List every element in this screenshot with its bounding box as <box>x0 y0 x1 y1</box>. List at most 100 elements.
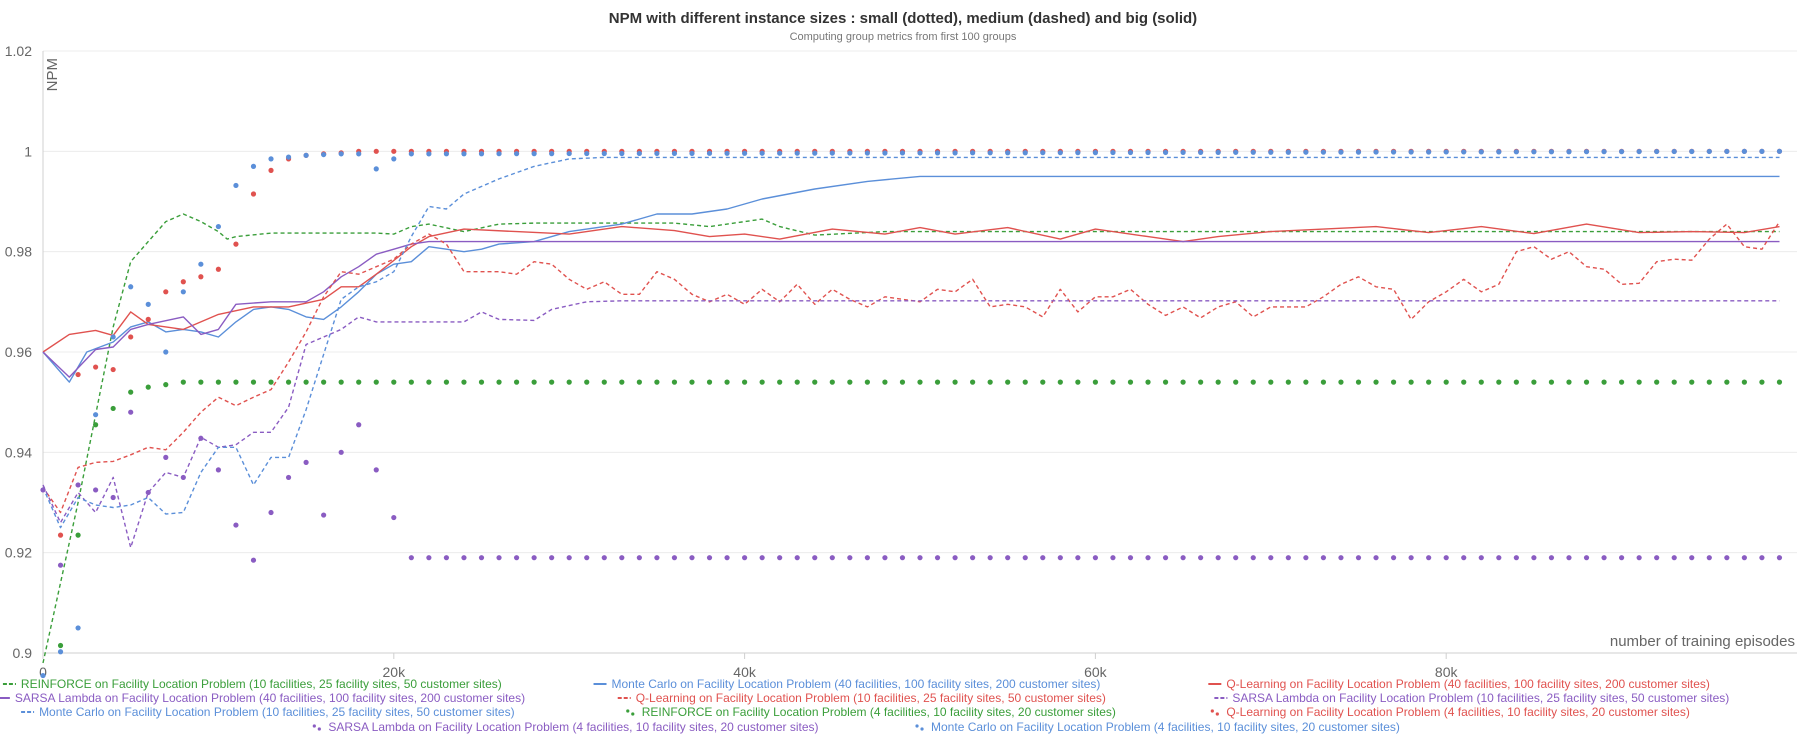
data-point <box>1320 149 1327 155</box>
data-point <box>321 512 327 518</box>
data-point <box>426 555 432 561</box>
data-point <box>1601 555 1607 561</box>
data-point <box>285 154 292 160</box>
data-point <box>1601 379 1607 385</box>
data-point <box>513 555 520 561</box>
data-point <box>145 384 151 390</box>
data-point <box>268 156 274 162</box>
series-5 <box>42 300 1780 549</box>
legend-item[interactable]: Q-Learning on Facility Location Problem … <box>1208 677 1710 691</box>
data-point <box>1320 379 1327 385</box>
data-point <box>1180 379 1186 385</box>
data-point <box>285 474 292 481</box>
series-3 <box>42 240 1780 378</box>
data-point <box>338 379 344 385</box>
data-point <box>601 555 607 561</box>
grid <box>43 50 1797 654</box>
y-tick-label: 0.9 <box>13 645 33 661</box>
data-point <box>1636 148 1642 155</box>
data-point <box>1706 148 1712 155</box>
data-point <box>531 555 537 561</box>
data-point <box>303 459 309 465</box>
data-point <box>601 150 607 157</box>
axes: 0.9 0.92 0.94 0.96 0.98 1 1.02 0 20k 40k 60k 80k <box>5 43 1797 680</box>
data-point <box>145 489 151 496</box>
x-tick-label: 20k <box>383 664 407 680</box>
data-point <box>671 150 678 156</box>
data-point <box>1566 149 1572 155</box>
data-point <box>1373 379 1379 385</box>
data-point <box>1531 149 1537 155</box>
data-point <box>619 379 625 385</box>
legend-marker <box>626 709 630 713</box>
data-point <box>847 150 853 156</box>
data-point <box>233 182 239 189</box>
data-point <box>303 152 309 158</box>
series-line <box>42 175 1780 383</box>
data-point <box>584 150 590 157</box>
data-point <box>1110 149 1116 156</box>
data-point <box>829 555 835 561</box>
data-point <box>426 379 432 385</box>
legend-item[interactable]: SARSA Lambda on Facility Location Proble… <box>1214 691 1729 705</box>
data-point <box>759 555 765 561</box>
data-point <box>1759 555 1765 561</box>
data-point <box>1583 555 1590 561</box>
legend-item[interactable]: Q-Learning on Facility Location Problem … <box>617 691 1106 705</box>
data-point <box>1005 150 1011 156</box>
data-point <box>1408 379 1414 385</box>
data-point <box>408 151 414 157</box>
data-point <box>1390 149 1397 155</box>
data-point <box>426 151 432 157</box>
data-point <box>1127 555 1134 561</box>
data-point <box>373 379 379 385</box>
series-8 <box>57 148 1783 538</box>
data-point <box>1548 379 1555 385</box>
data-point <box>338 151 344 157</box>
data-point <box>1601 149 1607 155</box>
data-point <box>952 150 958 156</box>
data-point <box>917 555 923 561</box>
legend[interactable]: REINFORCE on Facility Location Problem (… <box>0 677 1729 734</box>
data-point <box>1285 149 1291 155</box>
legend-label: SARSA Lambda on Facility Location Proble… <box>328 720 818 734</box>
data-point <box>338 449 344 455</box>
data-point <box>934 555 941 561</box>
legend-item[interactable]: REINFORCE on Facility Location Problem (… <box>626 705 1116 719</box>
data-point <box>566 555 572 561</box>
data-point <box>987 555 993 561</box>
series-line <box>42 156 1780 529</box>
data-point <box>1233 555 1239 561</box>
data-point <box>829 379 835 385</box>
legend-item[interactable]: Q-Learning on Facility Location Problem … <box>1210 705 1690 719</box>
data-point <box>759 150 765 156</box>
data-point <box>1426 149 1432 155</box>
legend-item[interactable]: Monte Carlo on Facility Location Problem… <box>593 677 1101 691</box>
legend-item[interactable]: Monte Carlo on Facility Location Problem… <box>21 705 515 719</box>
data-point <box>1548 555 1555 561</box>
legend-item[interactable]: SARSA Lambda on Facility Location Proble… <box>312 720 819 734</box>
data-point <box>163 289 169 295</box>
legend-item[interactable]: SARSA Lambda on Facility Location Proble… <box>0 691 525 705</box>
data-point <box>93 412 99 418</box>
data-point <box>1162 555 1169 561</box>
data-point <box>163 382 169 388</box>
data-point <box>1619 379 1625 385</box>
data-point <box>970 379 976 385</box>
data-point <box>110 366 116 373</box>
data-point <box>1706 379 1712 385</box>
data-point <box>373 148 379 154</box>
data-point <box>1355 149 1362 155</box>
data-point <box>1057 379 1063 385</box>
legend-item[interactable]: REINFORCE on Facility Location Problem (… <box>2 677 502 691</box>
data-point <box>496 555 502 561</box>
data-point <box>443 379 450 385</box>
data-point <box>57 649 64 655</box>
data-point <box>1583 379 1590 385</box>
legend-item[interactable]: Monte Carlo on Facility Location Problem… <box>915 720 1400 734</box>
data-point <box>93 422 99 428</box>
data-point <box>777 555 783 561</box>
data-point <box>1127 149 1134 156</box>
data-point <box>496 151 502 157</box>
legend-marker <box>1215 712 1219 716</box>
